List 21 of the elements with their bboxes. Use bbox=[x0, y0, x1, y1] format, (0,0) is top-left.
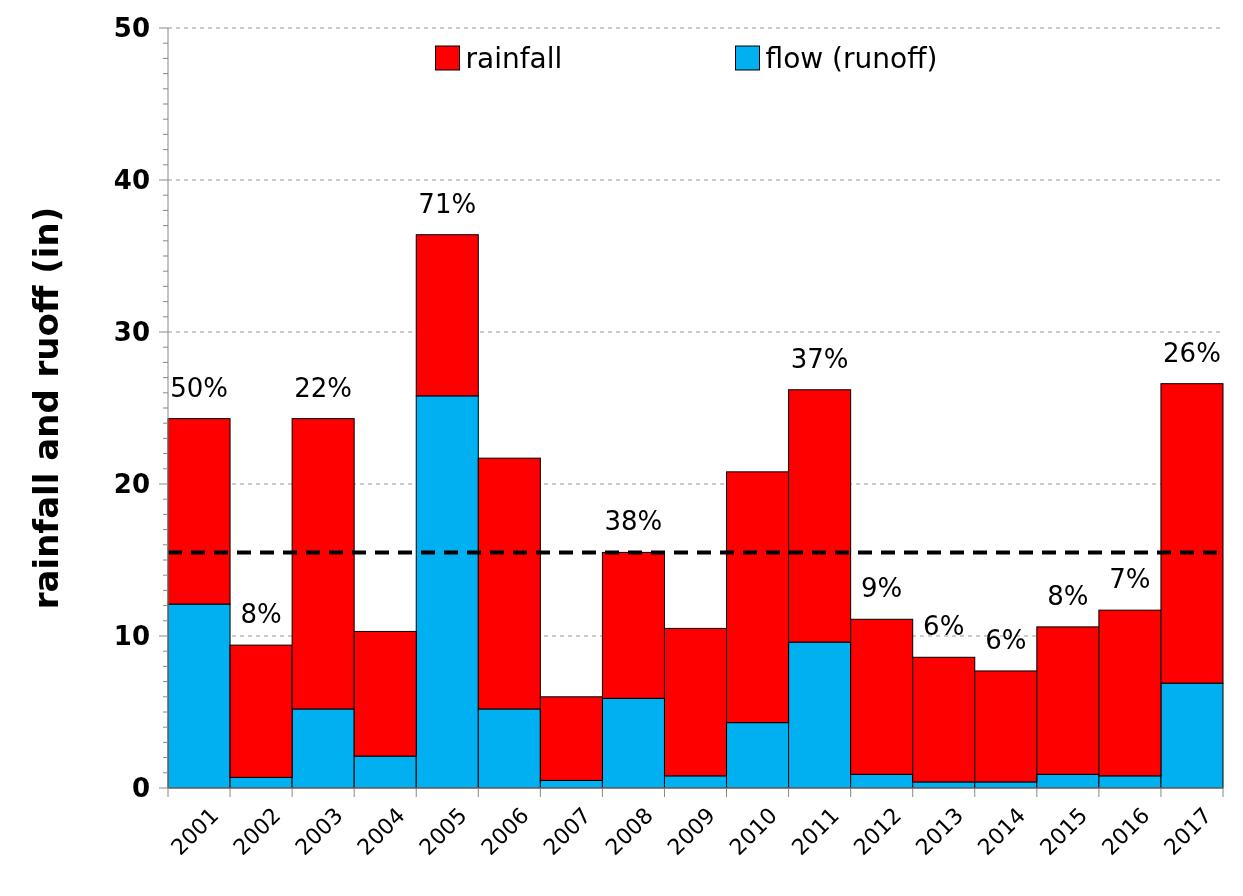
annotation: 37% bbox=[790, 343, 849, 374]
y-tick-label: 50 bbox=[113, 13, 150, 44]
annotation: 8% bbox=[240, 599, 282, 630]
annotation: 26% bbox=[1163, 337, 1221, 368]
y-tick-label: 40 bbox=[113, 165, 150, 196]
y-tick-label: 10 bbox=[113, 621, 150, 652]
annotation: 71% bbox=[418, 188, 477, 219]
y-tick-label: 30 bbox=[113, 317, 150, 348]
y-axis-title: rainfall and ruoff (in) bbox=[26, 206, 66, 610]
annotation: 6% bbox=[985, 624, 1027, 655]
legend-label: flow (runoff) bbox=[765, 41, 938, 75]
annotation: 6% bbox=[923, 611, 965, 642]
annotation: 38% bbox=[604, 506, 663, 537]
annotation: 7% bbox=[1109, 564, 1151, 595]
annotation: 8% bbox=[1047, 580, 1089, 611]
annotation: 9% bbox=[861, 573, 903, 604]
legend-label: rainfall bbox=[465, 41, 563, 75]
y-tick-label: 20 bbox=[113, 469, 150, 500]
annotation: 22% bbox=[294, 372, 353, 403]
y-tick-label: 0 bbox=[131, 773, 150, 804]
annotation: 50% bbox=[170, 372, 228, 403]
